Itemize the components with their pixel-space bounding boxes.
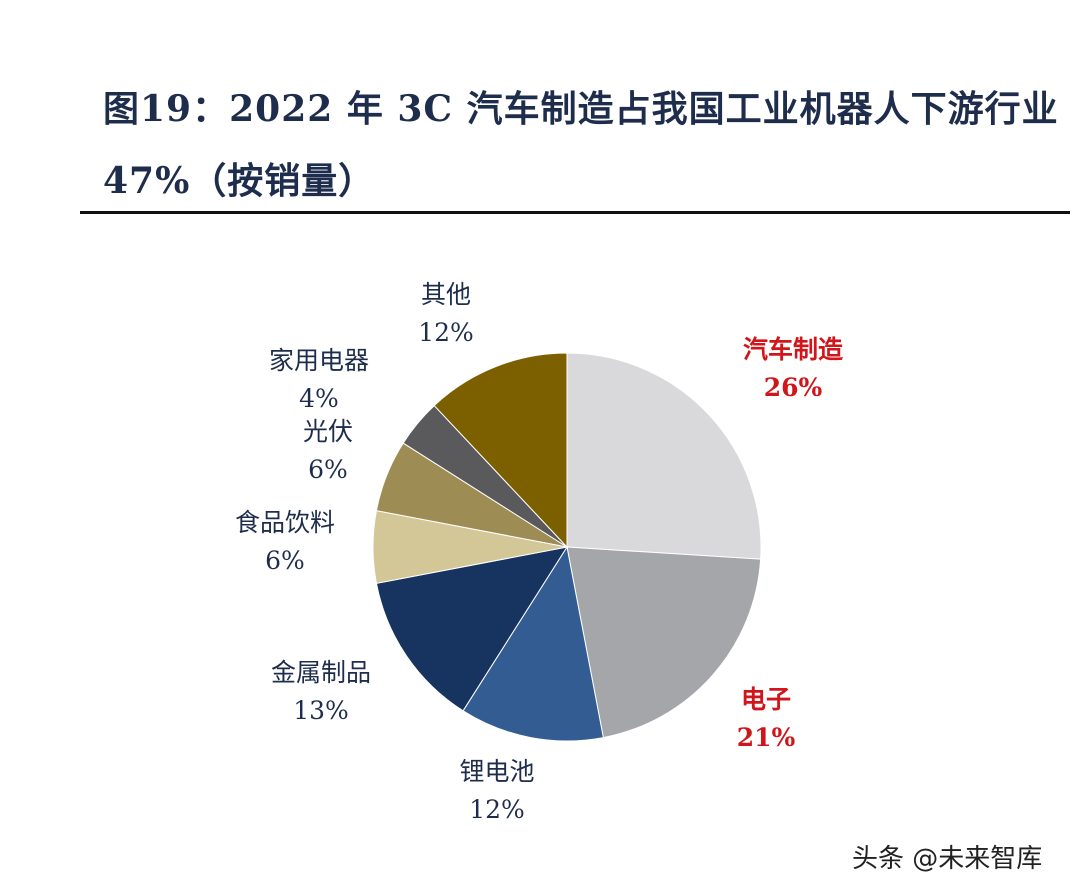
chart-title-line2: 47%（按销量） xyxy=(103,160,376,202)
slice-label: 家用电器 xyxy=(269,346,369,375)
slice-label: 汽车制造 xyxy=(743,335,843,364)
slice-value-label: 26% xyxy=(764,373,823,402)
slice-value-label: 12% xyxy=(469,795,525,824)
slice-value-label: 12% xyxy=(418,318,474,347)
pie-slice-0 xyxy=(566,352,762,560)
slice-label: 食品饮料 xyxy=(235,508,335,537)
slice-label: 其他 xyxy=(421,280,471,309)
pie-slice-1 xyxy=(566,546,762,739)
pie-slice-7 xyxy=(433,352,568,549)
title-divider xyxy=(80,211,1070,214)
slice-value-label: 13% xyxy=(293,696,349,725)
chart-title-line1: 图19：2022 年 3C 汽车制造占我国工业机器人下游行业 xyxy=(103,88,1059,130)
slice-value-label: 6% xyxy=(308,455,348,484)
slice-value-label: 6% xyxy=(265,546,305,575)
slice-label: 金属制品 xyxy=(271,658,371,687)
slice-label: 光伏 xyxy=(303,417,353,446)
watermark: 头条 @未来智库 xyxy=(852,844,1043,874)
slice-value-label: 21% xyxy=(737,723,796,752)
pie-slice-3 xyxy=(375,546,569,712)
slice-value-label: 4% xyxy=(299,384,339,413)
slice-label: 锂电池 xyxy=(459,757,534,786)
pie-slice-2 xyxy=(462,545,604,742)
slice-label: 电子 xyxy=(741,685,791,714)
